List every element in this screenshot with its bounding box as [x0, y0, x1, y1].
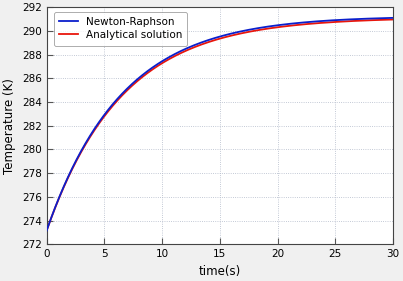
Newton-Raphson	[384, 16, 389, 20]
Newton-Raphson	[84, 140, 89, 144]
Analytical solution	[104, 112, 109, 115]
Analytical solution	[384, 18, 389, 21]
Newton-Raphson	[104, 110, 109, 113]
Analytical solution	[347, 19, 351, 23]
Analytical solution	[84, 142, 89, 145]
Y-axis label: Temperature (K): Temperature (K)	[3, 78, 17, 174]
Analytical solution	[44, 229, 49, 232]
Analytical solution	[391, 18, 395, 21]
Analytical solution	[177, 52, 182, 55]
Newton-Raphson	[177, 50, 182, 53]
Newton-Raphson	[347, 18, 351, 21]
Line: Analytical solution: Analytical solution	[47, 19, 393, 231]
Newton-Raphson	[192, 43, 197, 47]
Newton-Raphson	[391, 16, 395, 20]
Legend: Newton-Raphson, Analytical solution: Newton-Raphson, Analytical solution	[54, 12, 187, 46]
Newton-Raphson	[44, 229, 49, 232]
Analytical solution	[192, 46, 197, 49]
Line: Newton-Raphson: Newton-Raphson	[47, 18, 393, 231]
X-axis label: time(s): time(s)	[199, 265, 241, 278]
